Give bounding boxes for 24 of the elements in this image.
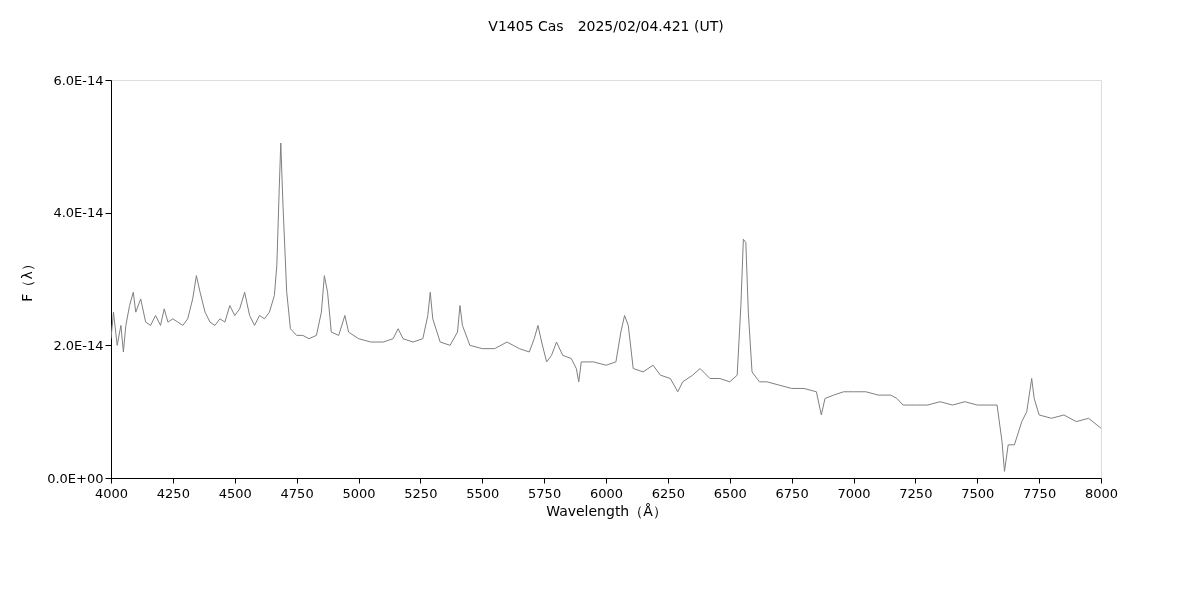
x-tick-label: 8000 (1084, 485, 1119, 501)
x-tick-label: 4000 (94, 485, 129, 501)
x-tick-label: 4500 (218, 485, 252, 501)
x-tick-label: 5500 (466, 485, 500, 501)
x-tick-label: 5750 (528, 485, 562, 501)
x-tick-label: 6750 (775, 485, 809, 501)
y-tick-label: 0.0E+00 (47, 470, 104, 486)
x-tick-label: 7750 (1023, 485, 1057, 501)
y-tick-label: 6.0E-14 (53, 72, 104, 88)
y-axis-title: F（λ） (19, 257, 36, 302)
chart-title: V1405 Cas 2025/02/04.421 (UT) (488, 18, 724, 34)
x-tick-label: 4750 (280, 485, 314, 501)
x-tick-label: 4250 (156, 485, 190, 501)
x-tick-label: 7000 (837, 485, 871, 501)
y-tick-label: 4.0E-14 (53, 205, 104, 221)
x-tick-label: 7500 (961, 485, 995, 501)
x-tick-label: 6250 (651, 485, 685, 501)
x-tick-label: 7250 (899, 485, 933, 501)
x-tick-label: 5000 (342, 485, 376, 501)
x-tick-label: 6500 (713, 485, 747, 501)
x-tick-label: 6000 (589, 485, 624, 501)
y-tick-label: 2.0E-14 (53, 337, 104, 353)
x-tick-label: 5250 (404, 485, 438, 501)
x-axis-title: Wavelength（Å） (546, 502, 667, 519)
